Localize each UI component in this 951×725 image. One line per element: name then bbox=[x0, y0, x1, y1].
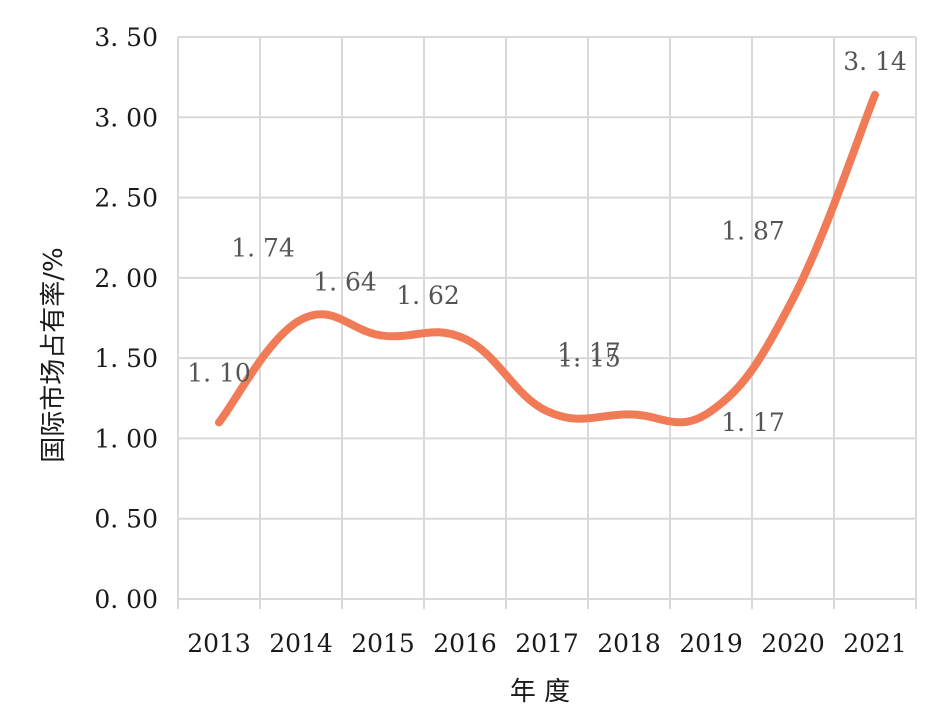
y-axis-title: 国际市场占有率/% bbox=[39, 247, 69, 462]
data-label: 1. 74 bbox=[231, 234, 295, 263]
y-tick-label: 0. 00 bbox=[94, 585, 158, 614]
y-axis-ticks: 0. 00 0. 50 1. 00 1. 50 2. 00 2. 50 3. 00 3. 50 bbox=[94, 23, 158, 614]
x-tick-label: 2013 bbox=[187, 629, 251, 658]
data-label: 1. 87 bbox=[721, 217, 785, 246]
y-tick-label: 1. 00 bbox=[94, 424, 158, 453]
y-tick-label: 2. 00 bbox=[94, 264, 158, 293]
x-tick-label: 2019 bbox=[679, 629, 743, 658]
y-tick-label: 3. 00 bbox=[94, 103, 158, 132]
x-tick-label: 2015 bbox=[351, 629, 415, 658]
data-label: 1. 17 bbox=[557, 338, 621, 367]
x-axis-ticks: 2013 2014 2015 2016 2017 2018 2019 2020 2021 bbox=[187, 629, 907, 658]
x-tick-label: 2014 bbox=[269, 629, 333, 658]
y-tick-label: 1. 50 bbox=[94, 344, 158, 373]
x-axis-title: 年 度 bbox=[510, 677, 570, 707]
data-label: 1. 64 bbox=[313, 268, 377, 297]
y-tick-label: 3. 50 bbox=[94, 23, 158, 52]
grid bbox=[177, 36, 917, 609]
data-label: 1. 62 bbox=[396, 281, 460, 310]
series-line bbox=[215, 90, 879, 427]
data-label: 1. 15 bbox=[557, 343, 621, 372]
x-tick-label: 2016 bbox=[433, 629, 497, 658]
x-tick-label: 2018 bbox=[597, 629, 661, 658]
x-tick-label: 2021 bbox=[843, 629, 907, 658]
data-labels: 1. 101. 741. 64 1. 621. 171. 151. 171. 87… bbox=[187, 47, 907, 437]
data-label: 3. 14 bbox=[843, 47, 907, 76]
y-tick-label: 0. 50 bbox=[94, 505, 158, 534]
data-label: 1. 17 bbox=[721, 408, 785, 437]
y-tick-label: 2. 50 bbox=[94, 184, 158, 213]
x-tick-label: 2017 bbox=[515, 629, 579, 658]
x-tick-label: 2020 bbox=[761, 629, 825, 658]
data-label: 1. 10 bbox=[187, 358, 251, 387]
